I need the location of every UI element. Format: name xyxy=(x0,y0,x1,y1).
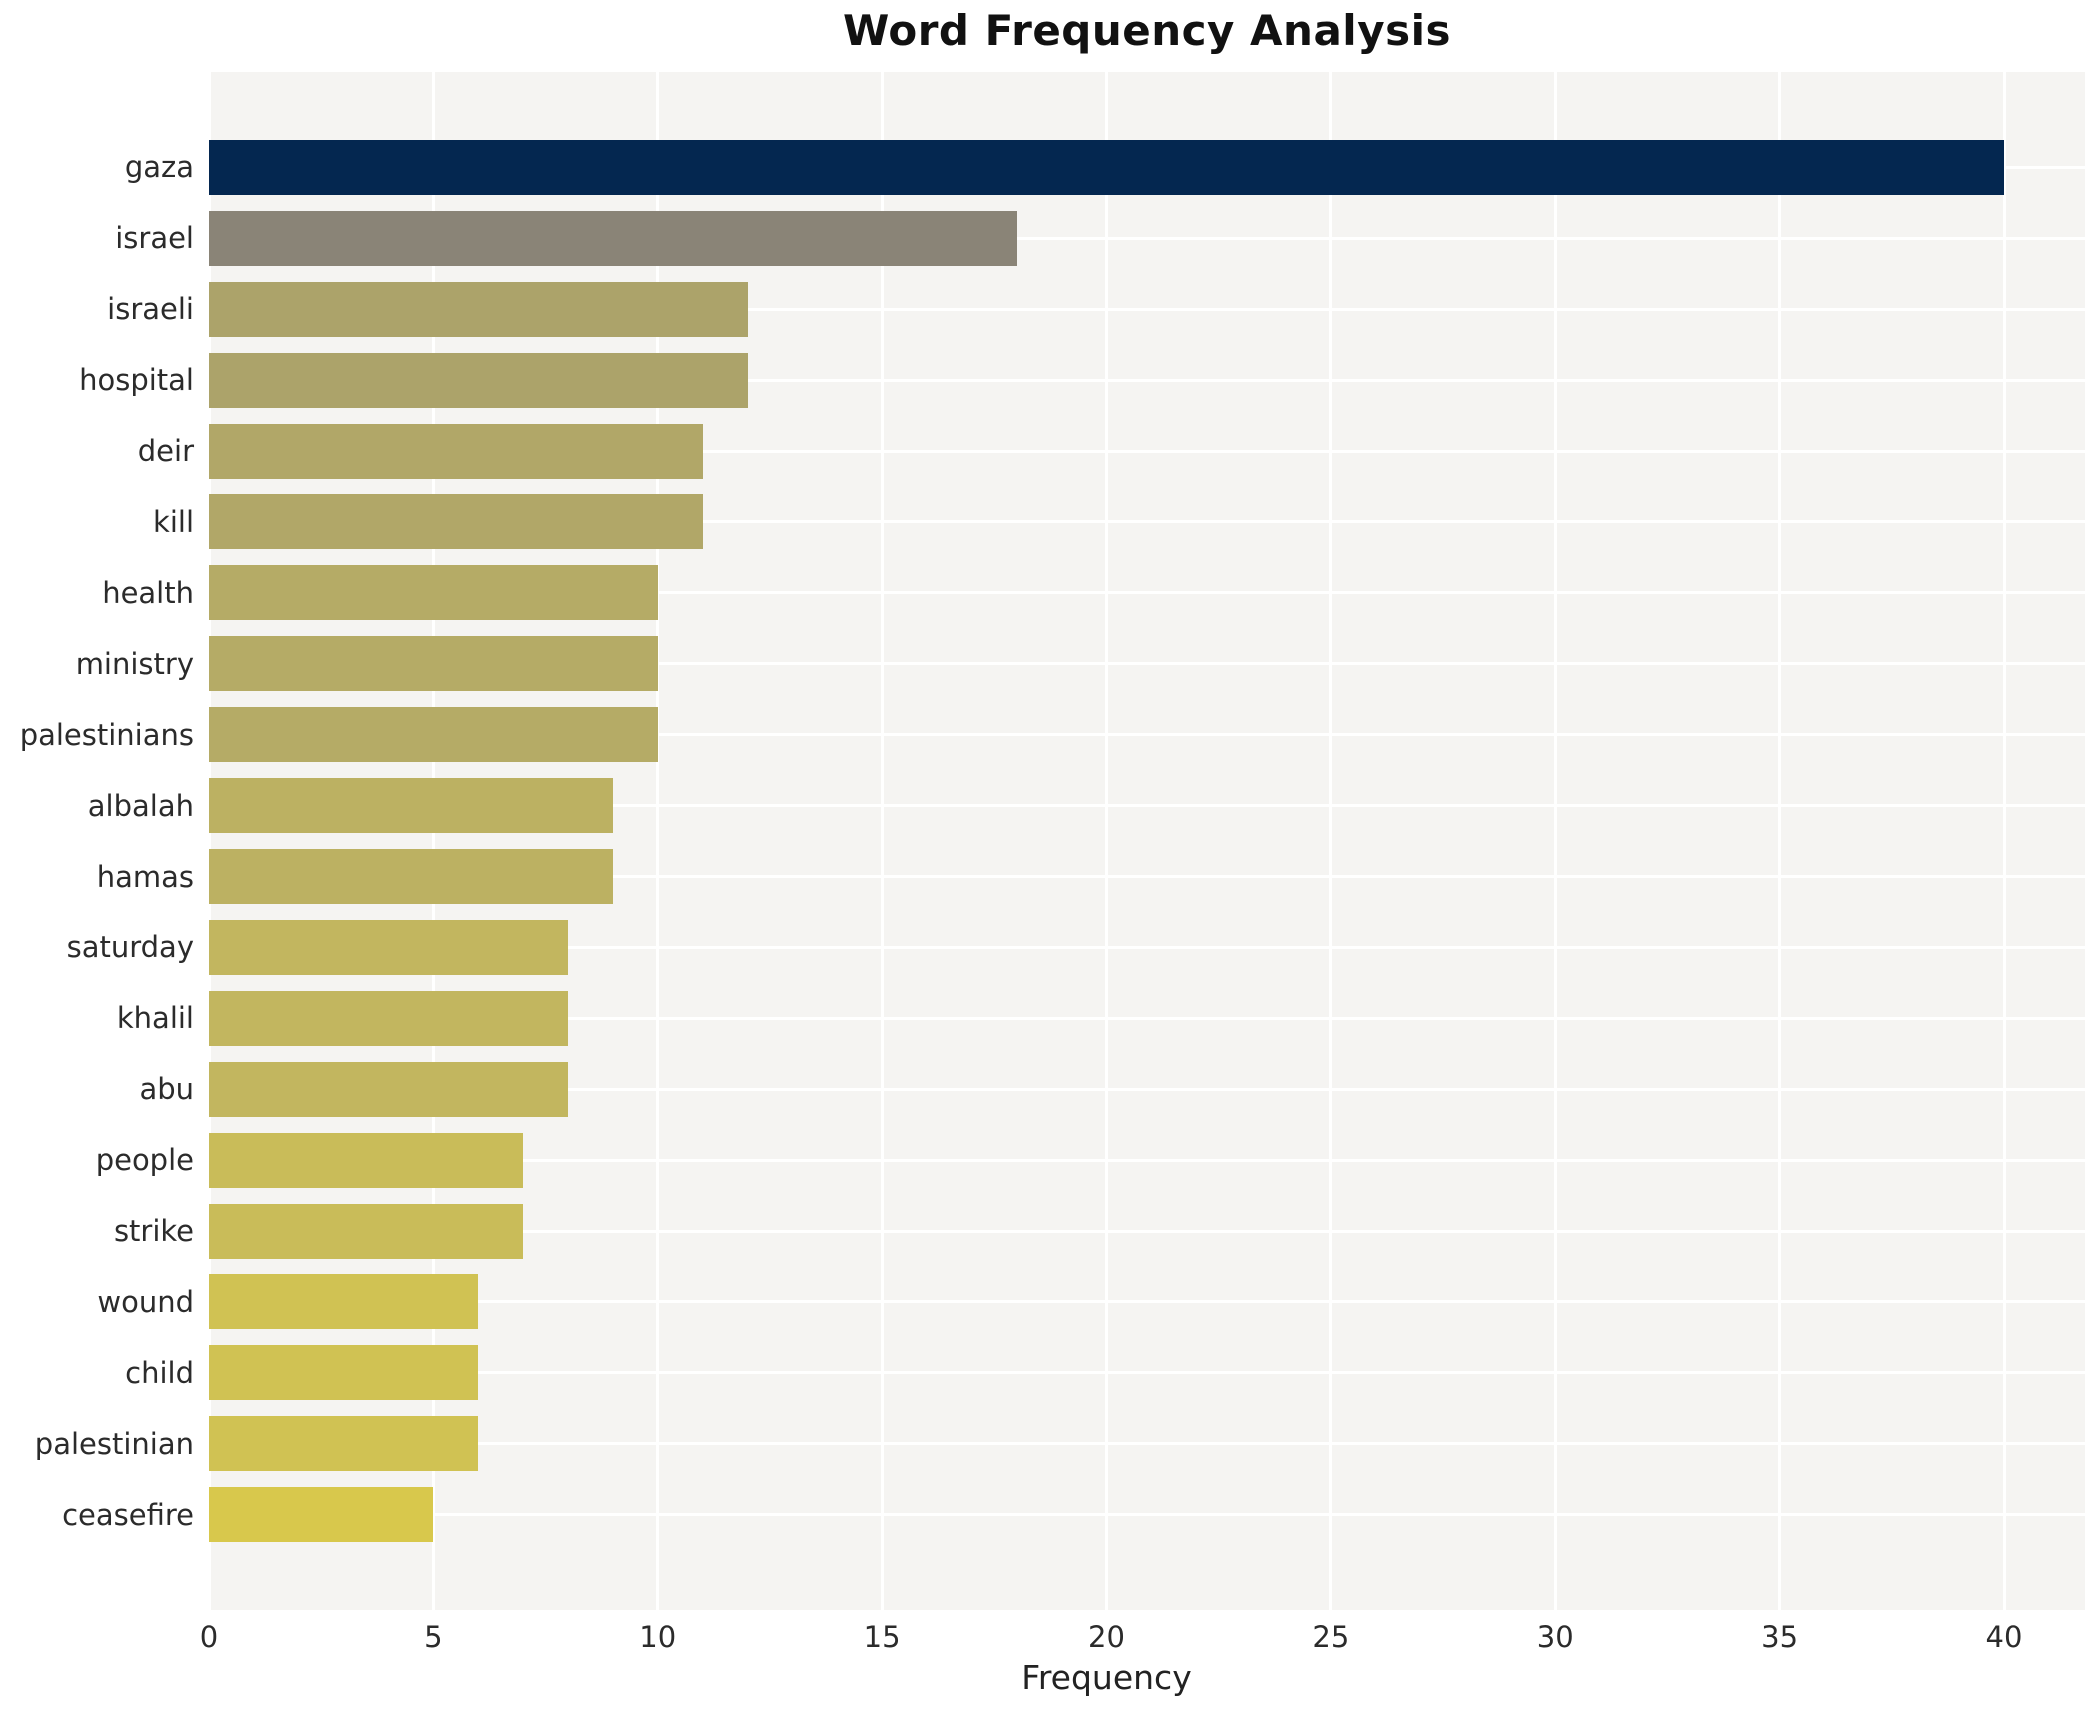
bar-israel xyxy=(209,210,1017,266)
gridline-x-15 xyxy=(880,72,884,1610)
y-axis-label-israeli: israeli xyxy=(107,292,194,327)
y-axis-label-wound: wound xyxy=(97,1284,194,1319)
y-axis-label-hamas: hamas xyxy=(96,859,194,894)
x-axis-tick: 25 xyxy=(1312,1620,1350,1654)
y-axis-label-saturday: saturday xyxy=(66,930,194,965)
y-axis-label-kill: kill xyxy=(153,504,194,539)
bar-child xyxy=(209,1345,479,1401)
x-axis-tick: 35 xyxy=(1761,1620,1799,1654)
bar-hospital xyxy=(209,352,748,408)
bar-row-gaza xyxy=(209,132,2085,203)
bar-deir xyxy=(209,423,703,479)
y-axis-label-ceasefire: ceasefire xyxy=(62,1497,194,1532)
bar-row-israeli xyxy=(209,274,2085,345)
bar-row-israel xyxy=(209,203,2085,274)
chart-title: Word Frequency Analysis xyxy=(843,6,1451,55)
bar-strike xyxy=(209,1203,524,1259)
x-axis-tick: 10 xyxy=(639,1620,677,1654)
bar-hamas xyxy=(209,849,613,905)
y-axis-label-health: health xyxy=(102,575,194,610)
bar-row-child xyxy=(209,1337,2085,1408)
bar-ceasefire xyxy=(209,1487,434,1543)
plot-area xyxy=(207,72,2085,1610)
y-axis-label-israel: israel xyxy=(115,221,194,256)
y-axis-label-people: people xyxy=(95,1143,194,1178)
bar-row-deir xyxy=(209,416,2085,487)
y-axis-label-strike: strike xyxy=(113,1214,194,1249)
x-axis-tick: 5 xyxy=(424,1620,443,1654)
gridline-x-5 xyxy=(431,72,435,1610)
bar-row-people xyxy=(209,1125,2085,1196)
y-axis-label-abu: abu xyxy=(139,1072,194,1107)
bar-albalah xyxy=(209,778,613,834)
bar-row-strike xyxy=(209,1196,2085,1267)
y-axis-label-ministry: ministry xyxy=(75,646,194,681)
y-axis-label-palestinians: palestinians xyxy=(19,717,194,752)
bar-kill xyxy=(209,494,703,550)
bar-ministry xyxy=(209,636,658,692)
gridline-x-30 xyxy=(1553,72,1557,1610)
x-axis-title: Frequency xyxy=(1021,1658,1192,1697)
bar-health xyxy=(209,565,658,621)
gridline-x-25 xyxy=(1329,72,1333,1610)
bar-palestinian xyxy=(209,1416,479,1472)
y-axis-label-hospital: hospital xyxy=(79,363,194,398)
x-axis-tick: 20 xyxy=(1088,1620,1125,1654)
bar-row-saturday xyxy=(209,912,2085,983)
y-axis-label-palestinian: palestinian xyxy=(34,1426,194,1461)
bar-row-ceasefire xyxy=(209,1479,2085,1550)
bar-wound xyxy=(209,1274,479,1330)
gridline-x-40 xyxy=(2002,72,2006,1610)
y-axis-labels: gaza israel israeli hospital deir kill health m… xyxy=(0,132,194,1550)
bar-israeli xyxy=(209,281,748,337)
y-axis-label-khalil: khalil xyxy=(116,1001,194,1036)
bar-abu xyxy=(209,1061,568,1117)
y-axis-label-deir: deir xyxy=(137,434,194,469)
gridline-x-20 xyxy=(1105,72,1108,1610)
x-axis-tick: 15 xyxy=(863,1620,901,1654)
bar-row-khalil xyxy=(209,983,2085,1054)
x-axis-tick: 0 xyxy=(199,1620,219,1654)
bar-row-wound xyxy=(209,1267,2085,1338)
bar-row-ministry xyxy=(209,628,2085,699)
bar-palestinians xyxy=(209,707,658,763)
bar-row-palestinians xyxy=(209,699,2085,770)
bar-row-albalah xyxy=(209,770,2085,841)
bar-row-hamas xyxy=(209,841,2085,912)
gridline-x-35 xyxy=(1778,72,1782,1610)
bar-rows xyxy=(209,132,2085,1550)
bar-saturday xyxy=(209,919,568,975)
bar-row-health xyxy=(209,557,2085,628)
bar-row-kill xyxy=(209,487,2085,558)
y-axis-label-child: child xyxy=(125,1355,194,1390)
gridline-x-10 xyxy=(656,72,660,1610)
x-axis-tick: 40 xyxy=(1985,1620,2023,1654)
bar-row-palestinian xyxy=(209,1408,2085,1479)
bar-people xyxy=(209,1132,524,1188)
gridline-x-0 xyxy=(207,72,211,1610)
bar-gaza xyxy=(209,139,2004,195)
bar-row-abu xyxy=(209,1054,2085,1125)
x-axis-tick: 30 xyxy=(1536,1620,1574,1654)
y-axis-label-albalah: albalah xyxy=(87,788,194,823)
y-axis-label-gaza: gaza xyxy=(124,150,194,185)
bar-row-hospital xyxy=(209,345,2085,416)
bar-khalil xyxy=(209,990,568,1046)
